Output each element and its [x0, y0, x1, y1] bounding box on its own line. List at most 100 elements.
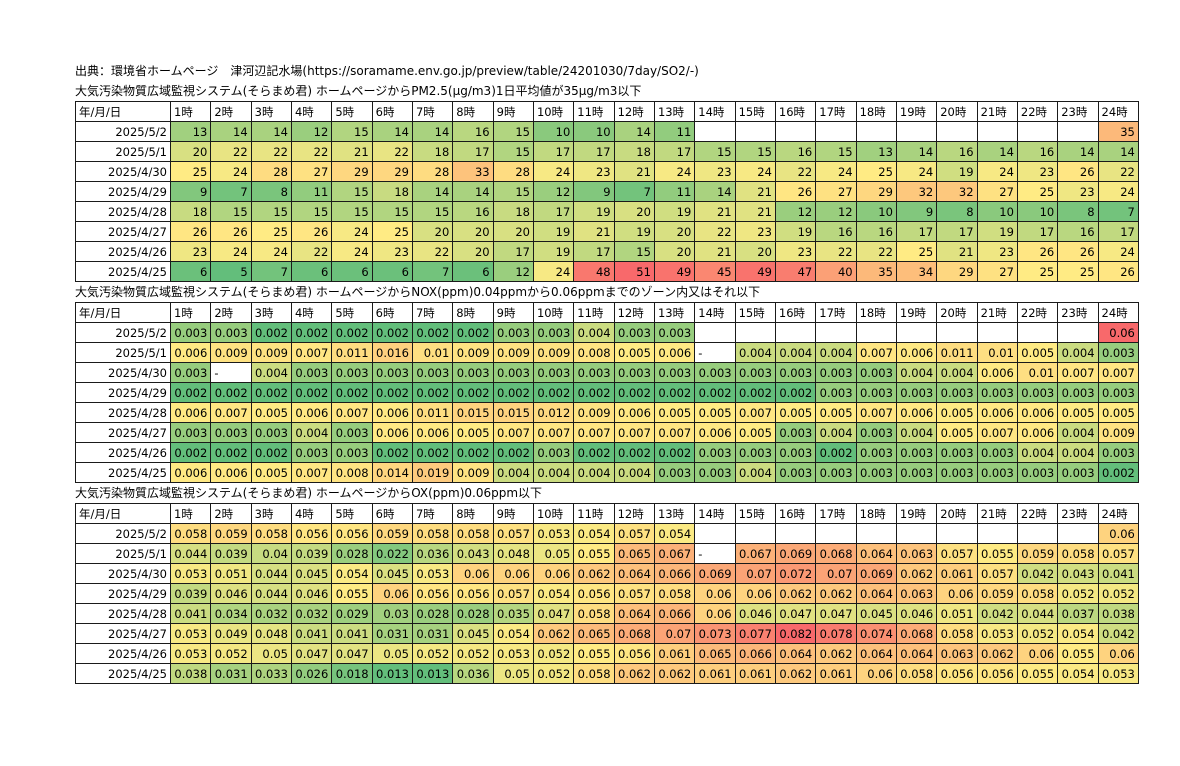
- hour-header-cell[interactable]: 21時: [976, 101, 1018, 122]
- value-cell[interactable]: 0.004: [613, 462, 655, 483]
- value-cell[interactable]: 0.003: [734, 442, 776, 463]
- date-cell[interactable]: 2025/4/25: [75, 663, 171, 684]
- value-cell[interactable]: 0.052: [411, 643, 454, 664]
- value-cell[interactable]: 0.003: [1016, 382, 1059, 403]
- value-cell[interactable]: 17: [452, 141, 494, 162]
- value-cell[interactable]: 0.008: [331, 462, 373, 483]
- value-cell[interactable]: 0.028: [411, 603, 454, 624]
- value-cell[interactable]: 24: [331, 241, 373, 262]
- hour-header-cell[interactable]: 22時: [1016, 302, 1059, 323]
- value-cell[interactable]: 14: [1097, 141, 1139, 162]
- value-cell[interactable]: 0.068: [815, 543, 857, 564]
- value-cell[interactable]: 20: [492, 221, 534, 242]
- value-cell[interactable]: 0.045: [290, 563, 333, 584]
- value-cell[interactable]: 27: [290, 161, 333, 182]
- value-cell[interactable]: 0.002: [532, 382, 575, 403]
- value-cell[interactable]: 0.031: [411, 623, 454, 644]
- value-cell[interactable]: 0.056: [331, 523, 373, 544]
- value-cell[interactable]: 15: [331, 181, 373, 202]
- value-cell[interactable]: 20: [613, 201, 655, 222]
- hour-header-cell[interactable]: 19時: [895, 302, 938, 323]
- value-cell[interactable]: 29: [855, 181, 897, 202]
- value-cell[interactable]: 0.068: [613, 623, 655, 644]
- value-cell[interactable]: 0.06: [371, 583, 413, 604]
- value-cell[interactable]: 0.009: [1097, 422, 1139, 443]
- value-cell[interactable]: 26: [1057, 241, 1099, 262]
- value-cell[interactable]: 14: [210, 121, 252, 142]
- hour-header-cell[interactable]: 18時: [855, 302, 897, 323]
- value-cell[interactable]: 0.01: [1016, 362, 1059, 383]
- value-cell[interactable]: 0.062: [532, 623, 575, 644]
- value-cell[interactable]: 0.004: [532, 462, 575, 483]
- value-cell[interactable]: [815, 322, 857, 343]
- value-cell[interactable]: 26: [1097, 261, 1139, 282]
- value-cell[interactable]: 0.002: [290, 322, 333, 343]
- value-cell[interactable]: 0.058: [573, 663, 615, 684]
- value-cell[interactable]: 0.057: [936, 543, 978, 564]
- value-cell[interactable]: 10: [855, 201, 897, 222]
- value-cell[interactable]: 17: [492, 241, 534, 262]
- hour-header-cell[interactable]: 3時: [250, 302, 292, 323]
- date-header-cell[interactable]: 年/月/日: [75, 302, 171, 323]
- value-cell[interactable]: 0.065: [573, 623, 615, 644]
- value-cell[interactable]: 0.003: [815, 362, 857, 383]
- hour-header-cell[interactable]: 9時: [492, 101, 534, 122]
- value-cell[interactable]: 0.065: [694, 643, 736, 664]
- value-cell[interactable]: 0.028: [331, 543, 373, 564]
- value-cell[interactable]: 10: [532, 121, 575, 142]
- value-cell[interactable]: 33: [452, 161, 494, 182]
- value-cell[interactable]: 16: [855, 221, 897, 242]
- value-cell[interactable]: 14: [411, 181, 454, 202]
- value-cell[interactable]: 0.038: [169, 663, 212, 684]
- value-cell[interactable]: 0.006: [290, 402, 333, 423]
- hour-header-cell[interactable]: 8時: [452, 101, 494, 122]
- value-cell[interactable]: 0.072: [774, 563, 817, 584]
- value-cell[interactable]: [774, 523, 817, 544]
- value-cell[interactable]: 0.058: [1057, 543, 1099, 564]
- value-cell[interactable]: 18: [411, 141, 454, 162]
- value-cell[interactable]: 0.05: [371, 643, 413, 664]
- value-cell[interactable]: 0.042: [976, 603, 1018, 624]
- value-cell[interactable]: 0.055: [331, 583, 373, 604]
- value-cell[interactable]: 0.048: [492, 543, 534, 564]
- hour-header-cell[interactable]: 1時: [169, 503, 212, 524]
- value-cell[interactable]: 0.047: [532, 603, 575, 624]
- date-cell[interactable]: 2025/5/2: [75, 523, 171, 544]
- hour-header-cell[interactable]: 2時: [210, 302, 252, 323]
- value-cell[interactable]: 0.007: [210, 402, 252, 423]
- value-cell[interactable]: 0.005: [694, 402, 736, 423]
- value-cell[interactable]: 22: [250, 141, 292, 162]
- hour-header-cell[interactable]: 14時: [694, 101, 736, 122]
- value-cell[interactable]: 0.031: [371, 623, 413, 644]
- value-cell[interactable]: 0.002: [734, 382, 776, 403]
- value-cell[interactable]: 0.002: [169, 382, 212, 403]
- value-cell[interactable]: 22: [694, 221, 736, 242]
- value-cell[interactable]: 9: [573, 181, 615, 202]
- value-cell[interactable]: 0.006: [411, 422, 454, 443]
- value-cell[interactable]: 0.058: [573, 603, 615, 624]
- value-cell[interactable]: 0.009: [452, 342, 494, 363]
- value-cell[interactable]: 22: [815, 241, 857, 262]
- value-cell[interactable]: 0.006: [976, 362, 1018, 383]
- value-cell[interactable]: 0.006: [613, 402, 655, 423]
- value-cell[interactable]: 32: [895, 181, 938, 202]
- value-cell[interactable]: 26: [169, 221, 212, 242]
- value-cell[interactable]: 20: [452, 221, 494, 242]
- value-cell[interactable]: 0.041: [331, 623, 373, 644]
- value-cell[interactable]: 0.018: [331, 663, 373, 684]
- value-cell[interactable]: 26: [1016, 241, 1059, 262]
- value-cell[interactable]: 19: [613, 221, 655, 242]
- value-cell[interactable]: 0.005: [774, 402, 817, 423]
- value-cell[interactable]: 0.007: [1097, 362, 1139, 383]
- value-cell[interactable]: 0.006: [371, 402, 413, 423]
- value-cell[interactable]: [976, 523, 1018, 544]
- hour-header-cell[interactable]: 11時: [573, 101, 615, 122]
- value-cell[interactable]: 0.041: [1097, 563, 1139, 584]
- value-cell[interactable]: 0.053: [492, 643, 534, 664]
- value-cell[interactable]: 0.003: [895, 442, 938, 463]
- value-cell[interactable]: 0.039: [210, 543, 252, 564]
- hour-header-cell[interactable]: 10時: [532, 503, 575, 524]
- value-cell[interactable]: 0.004: [895, 362, 938, 383]
- value-cell[interactable]: 0.005: [250, 462, 292, 483]
- value-cell[interactable]: [774, 322, 817, 343]
